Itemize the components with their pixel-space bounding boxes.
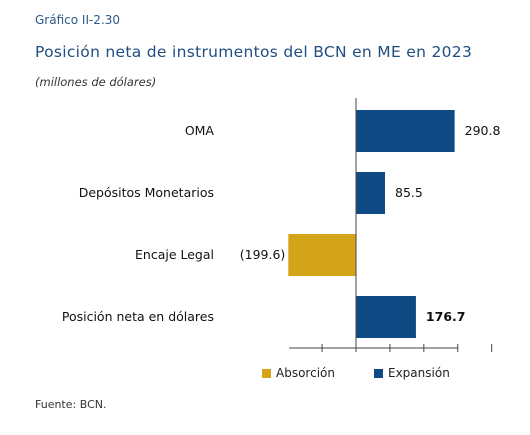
value-label-1: 85.5 — [395, 185, 423, 200]
category-label-1: Depósitos Monetarios — [79, 185, 214, 200]
bar-1 — [356, 172, 386, 214]
legend-swatch-absorcion — [262, 368, 271, 378]
bar-0 — [356, 110, 455, 152]
category-label-3: Posición neta en dólares — [62, 309, 214, 324]
category-label-0: OMA — [185, 123, 215, 138]
legend-label-expansion: Expansión — [388, 366, 450, 380]
value-label-0: 290.8 — [465, 123, 501, 138]
bar-2 — [288, 234, 356, 276]
value-label-3: 176.7 — [426, 309, 466, 324]
legend-label-absorcion: Absorción — [276, 366, 335, 380]
legend-swatch-expansion — [374, 368, 383, 378]
figure-number: Gráfico II-2.30 — [35, 13, 121, 27]
bar-3 — [356, 296, 416, 338]
chart-title: Posición neta de instrumentos del BCN en… — [35, 43, 473, 61]
bar-chart: OMA 290.8 Depósitos Monetarios 85.5 Encaje L… — [62, 98, 501, 352]
legend-item-expansion: Expansión — [374, 366, 450, 380]
category-label-2: Encaje Legal — [135, 247, 214, 262]
value-label-2: (199.6) — [240, 247, 286, 262]
chart-subtitle: (millones de dólares) — [35, 75, 157, 89]
source-note: Fuente: BCN. — [35, 398, 107, 411]
legend-item-absorcion: Absorción — [262, 366, 335, 380]
